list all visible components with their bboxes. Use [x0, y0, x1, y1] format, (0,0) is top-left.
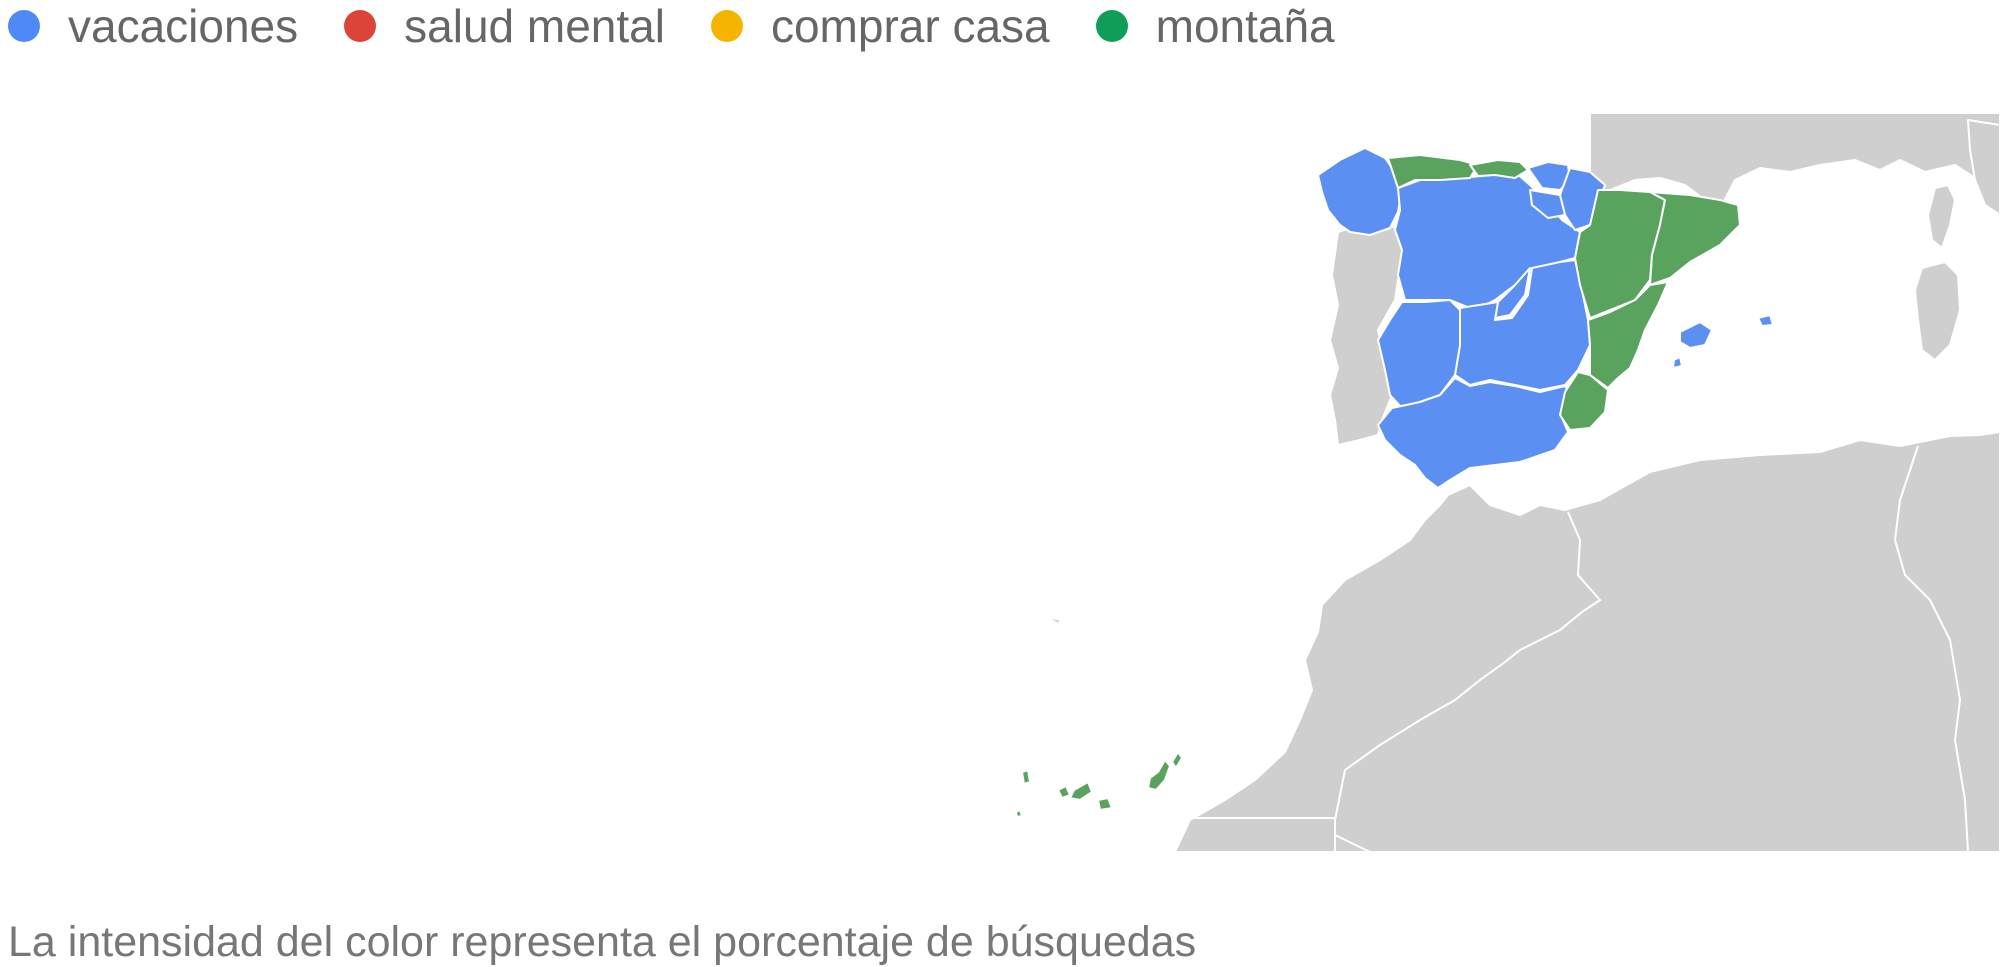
- border-morocco-algeria: [1334, 511, 1602, 852]
- region-islas-baleares[interactable]: [1672, 314, 1774, 369]
- region-cantabria[interactable]: [1469, 159, 1529, 179]
- land-italy: [1967, 119, 2000, 216]
- border-algeria-tunisia: [1893, 445, 1969, 853]
- region-andalucia[interactable]: [1377, 377, 1573, 489]
- land-corsica: [1927, 184, 1956, 249]
- land-north-africa: [1174, 431, 2000, 853]
- region-murcia[interactable]: [1559, 371, 1609, 431]
- legend-dot-vacaciones: [8, 10, 40, 42]
- region-cataluna[interactable]: [1649, 191, 1741, 286]
- legend-label-comprar-casa: comprar casa: [770, 0, 1050, 52]
- legend-dot-comprar-casa: [710, 10, 743, 42]
- legend-label-vacaciones: vacaciones: [68, 0, 299, 52]
- border-western-sahara: [1334, 834, 1371, 853]
- region-la-rioja[interactable]: [1529, 189, 1566, 219]
- region-asturias[interactable]: [1387, 154, 1479, 189]
- map-caption: La intensidad del color representa el po…: [8, 918, 1197, 966]
- legend-dot-salud-mental: [344, 10, 377, 42]
- land-islet: [1045, 616, 1063, 625]
- region-comunidad-valenciana[interactable]: [1587, 281, 1669, 389]
- land-sardinia: [1914, 261, 1961, 361]
- legend-label-salud-mental: salud mental: [404, 0, 665, 52]
- legend-item-vacaciones[interactable]: vacaciones: [8, 0, 298, 52]
- legend-label-montana: montaña: [1155, 0, 1335, 52]
- region-galicia[interactable]: [1317, 147, 1403, 236]
- legend-item-comprar-casa[interactable]: comprar casa: [710, 0, 1050, 52]
- legend-item-salud-mental[interactable]: salud mental: [344, 0, 665, 52]
- legend: vacaciones salud mental comprar casa mon…: [8, 0, 1381, 52]
- legend-item-montana[interactable]: montaña: [1095, 0, 1335, 52]
- land-france: [1589, 112, 2000, 206]
- region-canarias[interactable]: [1015, 751, 1183, 818]
- legend-dot-montana: [1095, 10, 1128, 42]
